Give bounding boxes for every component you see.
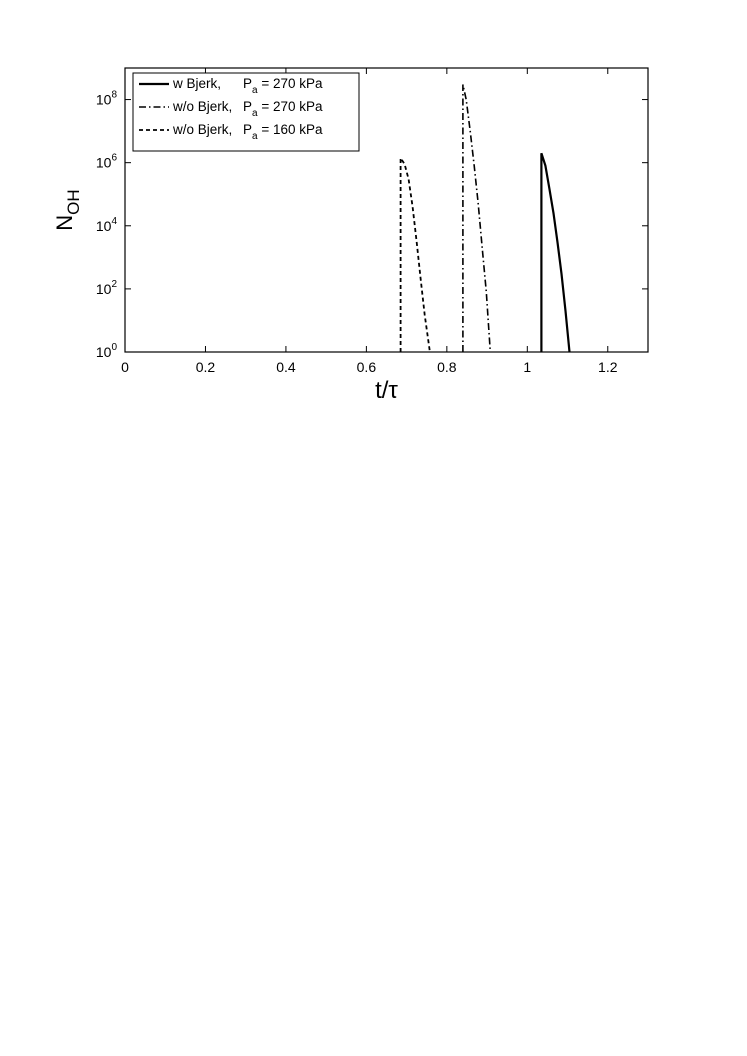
legend-box [132,72,360,152]
y-axis-label: NOH [52,189,83,230]
x-tick-label: 0.6 [357,359,377,375]
y-tick-label: 102 [96,279,118,297]
x-axis-label: t/τ [375,377,398,404]
y-axis-label-main: N [52,215,77,231]
series-line-2 [462,84,492,353]
axes-frame [124,67,649,353]
x-tick-label: 0 [121,359,129,375]
y-tick-label: 104 [96,216,118,234]
x-tick-label: 0.4 [276,359,296,375]
legend-entry-1: w Bjerk, Pa = 270 kPa [172,76,323,96]
legend-entry-2: w/o Bjerk, Pa = 270 kPa [172,99,323,119]
series-line-3 [399,155,431,353]
y-tick-label: 108 [96,90,118,108]
ticks-layer: 0 0.2 0.4 0.6 0.8 1 1.2 100 102 104 106 108 [96,68,648,375]
x-tick-label: 0.2 [196,359,216,375]
x-tick-label: 1 [523,359,531,375]
y-tick-label: 100 [96,342,118,360]
series-line-1 [540,152,571,353]
y-axis-label-subscript: OH [64,189,83,215]
legend-entry-3: w/o Bjerk, Pa = 160 kPa [172,122,323,142]
legend: w Bjerk, Pa = 270 kPa w/o Bjerk, Pa = 270 k… [132,72,360,152]
plot-area: 0 0.2 0.4 0.6 0.8 1 1.2 100 102 104 106 108 [96,67,649,375]
series-layer [399,84,571,353]
y-tick-label: 106 [96,153,118,171]
x-tick-label: 1.2 [598,359,618,375]
x-tick-label: 0.8 [437,359,457,375]
